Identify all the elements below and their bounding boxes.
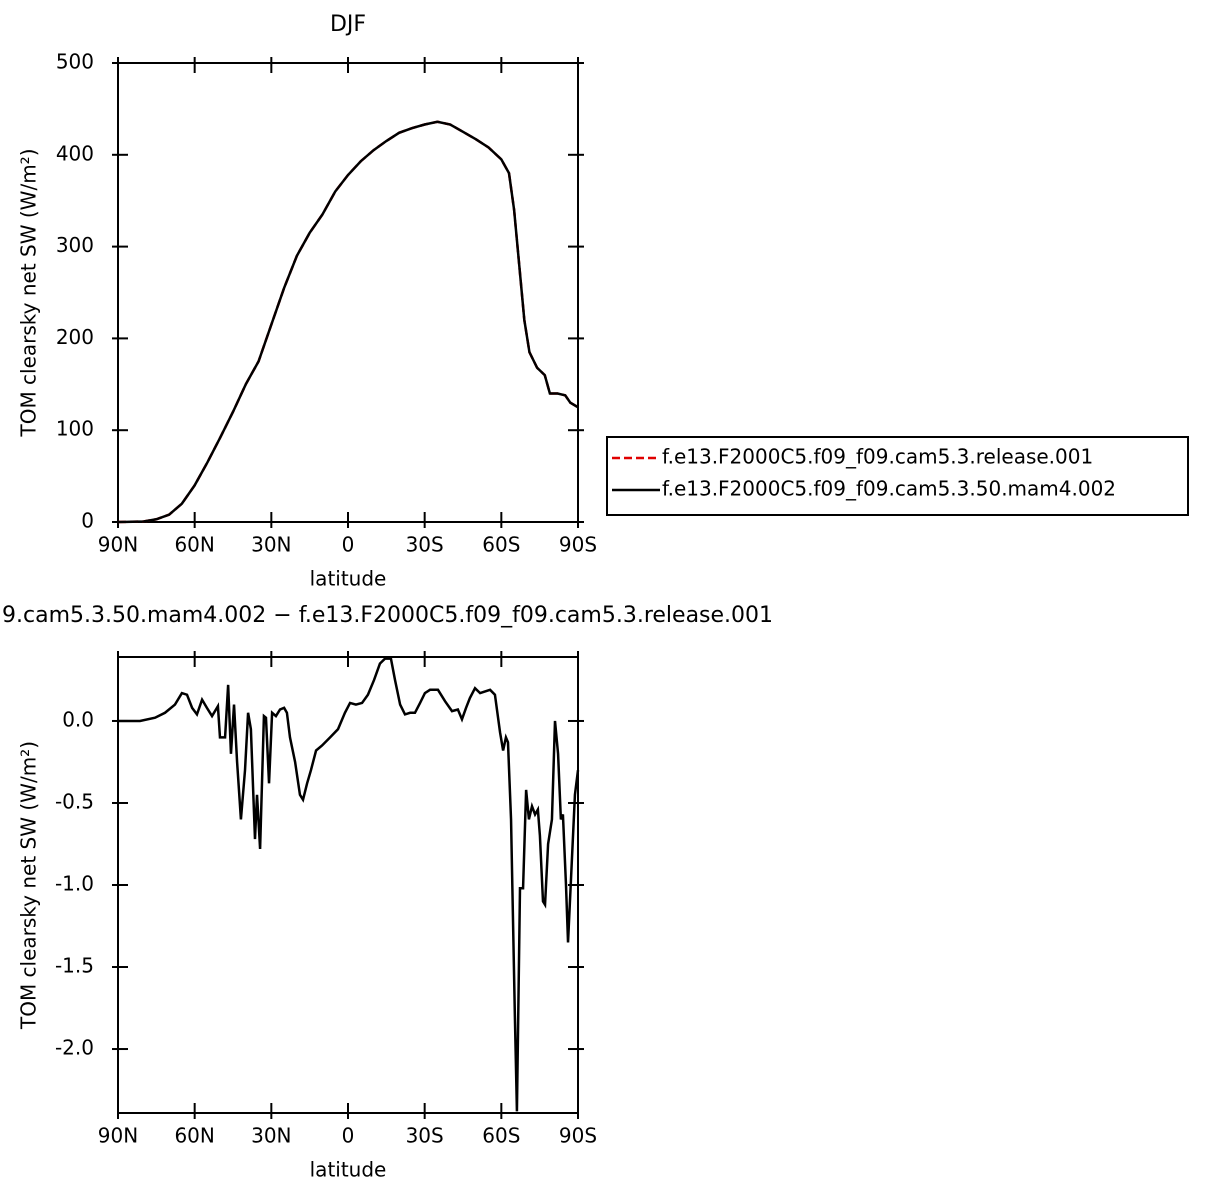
x-tick-label: 60N — [174, 533, 214, 557]
chart-title: 9.cam5.3.50.mam4.002 − f.e13.F2000C5.f09… — [2, 603, 773, 628]
x-tick-label: 60S — [482, 533, 520, 557]
plot-frame — [117, 656, 579, 1114]
x-tick-label: 30N — [251, 1124, 291, 1148]
y-tick-label: 300 — [56, 233, 94, 257]
x-tick-label: 0 — [342, 533, 355, 557]
x-tick-label: 90S — [559, 1124, 597, 1148]
chart-title: DJF — [330, 12, 366, 37]
x-tick-label: 30S — [406, 1124, 444, 1148]
plot-frame — [117, 62, 579, 523]
x-tick-label: 90S — [559, 533, 597, 557]
legend-label: f.e13.F2000C5.f09_f09.cam5.3.50.mam4.002 — [662, 477, 1116, 501]
x-axis-label: latitude — [310, 567, 387, 591]
data-line — [118, 657, 580, 1112]
legend-label: f.e13.F2000C5.f09_f09.cam5.3.release.001 — [662, 445, 1093, 469]
legend-box — [606, 436, 1189, 516]
y-tick-label: 100 — [56, 417, 94, 441]
y-axis-label: TOM clearsky net SW (W/m²) — [17, 741, 41, 1030]
y-tick-label: -1.5 — [55, 954, 94, 978]
y-tick-label: -0.5 — [55, 789, 94, 813]
y-tick-label: 500 — [56, 50, 94, 74]
y-axis-label: TOM clearsky net SW (W/m²) — [17, 148, 41, 437]
x-axis-label: latitude — [310, 1158, 387, 1182]
x-tick-label: 0 — [342, 1124, 355, 1148]
x-tick-label: 30N — [251, 533, 291, 557]
y-tick-label: -1.0 — [55, 872, 94, 896]
y-tick-label: -2.0 — [55, 1036, 94, 1060]
data-line — [117, 120, 579, 524]
x-tick-label: 30S — [406, 533, 444, 557]
y-tick-label: 200 — [56, 325, 94, 349]
y-tick-label: 0 — [81, 509, 94, 533]
x-tick-label: 90N — [98, 533, 138, 557]
y-tick-label: 0.0 — [62, 707, 94, 731]
x-tick-label: 90N — [98, 1124, 138, 1148]
y-tick-label: 400 — [56, 141, 94, 165]
x-tick-label: 60S — [482, 1124, 520, 1148]
x-tick-label: 60N — [174, 1124, 214, 1148]
